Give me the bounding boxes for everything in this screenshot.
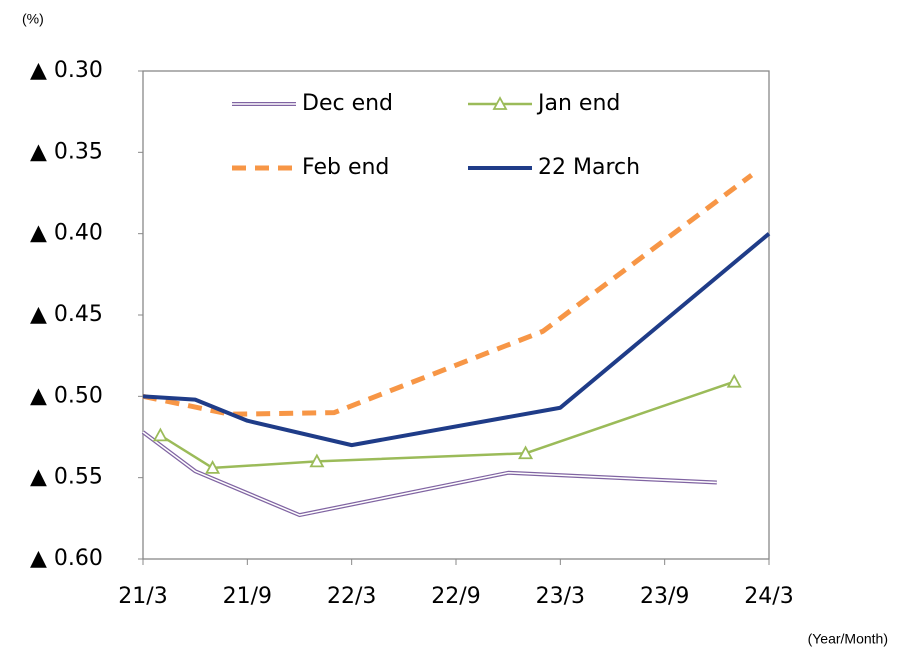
x-tick-label: 24/3 — [744, 584, 793, 609]
legend-label: Feb end — [302, 155, 389, 180]
y-tick-label: ▲ 0.40 — [30, 221, 103, 246]
marker — [309, 453, 325, 468]
legend-label: Dec end — [302, 91, 393, 116]
marker — [205, 460, 221, 474]
y-tick-label: ▲ 0.60 — [30, 546, 103, 571]
series-line — [159, 380, 735, 470]
marker — [152, 427, 168, 442]
legend-label: 22 March — [538, 155, 640, 180]
y-tick-label: ▲ 0.50 — [30, 383, 103, 408]
series-line — [142, 173, 754, 417]
x-tick-label: 22/3 — [327, 584, 376, 609]
x-tick-label: 23/9 — [640, 584, 689, 609]
marker — [726, 373, 742, 388]
x-tick-label: 22/9 — [431, 584, 480, 609]
x-tick-label: 21/3 — [118, 584, 167, 609]
y-tick-label: ▲ 0.30 — [30, 58, 103, 83]
series-line — [142, 232, 771, 448]
x-tick-label: 23/3 — [536, 584, 585, 609]
marker — [518, 445, 534, 460]
y-tick-label: ▲ 0.35 — [30, 139, 103, 164]
legend-marker — [492, 96, 508, 110]
x-tick-label: 21/9 — [223, 584, 272, 609]
series-line-inner — [142, 431, 717, 516]
plot-frame — [142, 70, 770, 560]
x-axis-label: (Year/Month) — [808, 631, 888, 647]
y-tick-label: ▲ 0.55 — [30, 465, 103, 490]
legend-label: Jan end — [536, 91, 620, 116]
y-tick-label: ▲ 0.45 — [30, 302, 103, 327]
series-line — [141, 430, 717, 518]
y-axis-label: (%) — [22, 11, 44, 27]
